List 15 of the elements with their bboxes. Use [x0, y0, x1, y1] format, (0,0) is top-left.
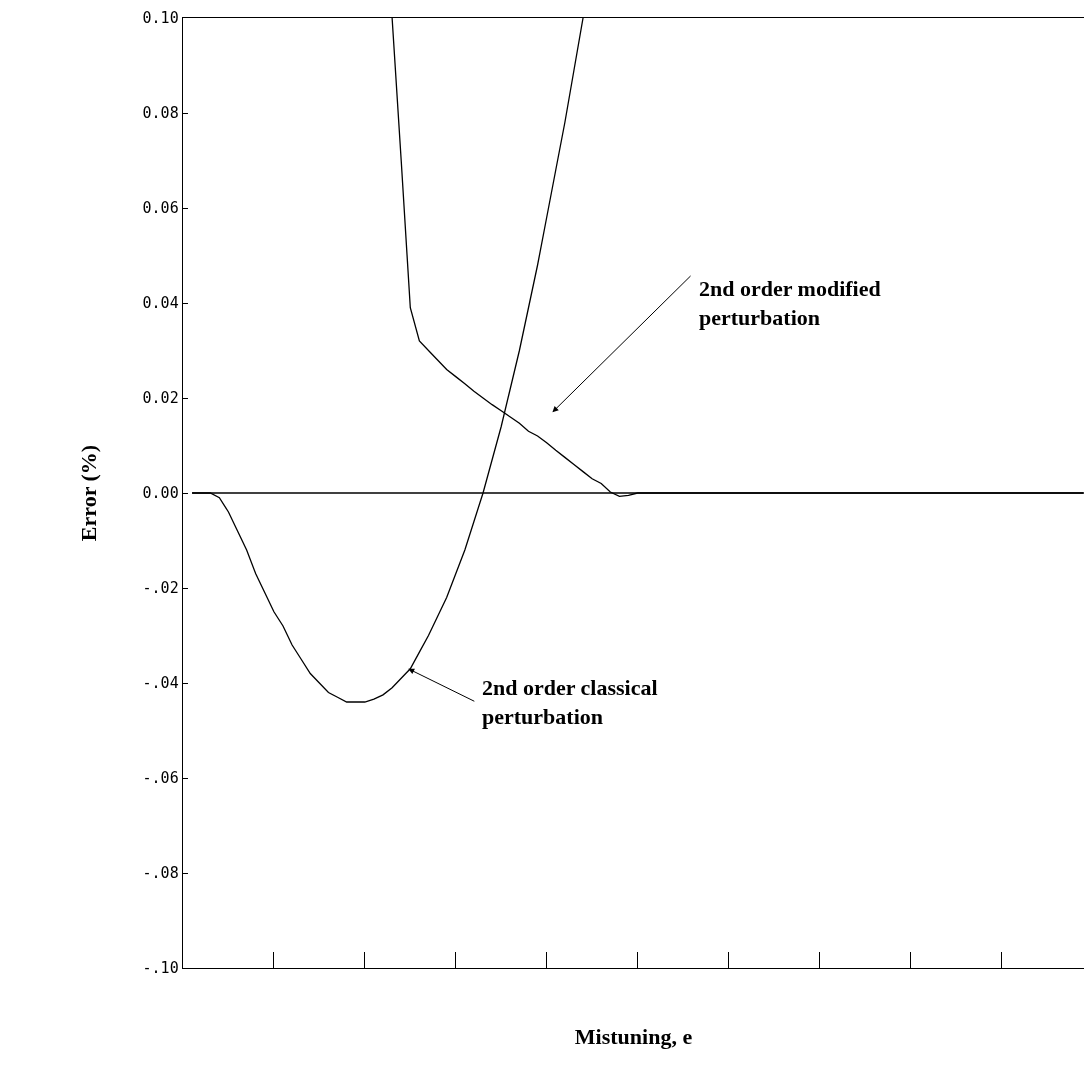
annotation: 2nd order modified perturbation [699, 276, 881, 330]
y-tick-label: 0.06 [142, 199, 179, 218]
y-tick-label: -.02 [142, 579, 179, 598]
y-tick-label: 0.00 [142, 484, 179, 503]
x-axis-title: Mistuning, e [574, 1024, 693, 1050]
annotation: 2nd order classical perturbation [482, 675, 658, 729]
y-tick-label: 0.08 [142, 104, 179, 123]
y-tick-label: -.08 [142, 864, 179, 883]
y-tick-label: 0.04 [142, 294, 179, 313]
y-tick-label: -.06 [142, 769, 179, 788]
y-tick-label: -.04 [142, 674, 179, 693]
y-axis-title: Error (%) [75, 444, 101, 542]
y-tick-label: -.10 [142, 959, 179, 978]
y-tick-label: 0.10 [142, 9, 179, 28]
y-tick-label: 0.02 [142, 389, 179, 408]
